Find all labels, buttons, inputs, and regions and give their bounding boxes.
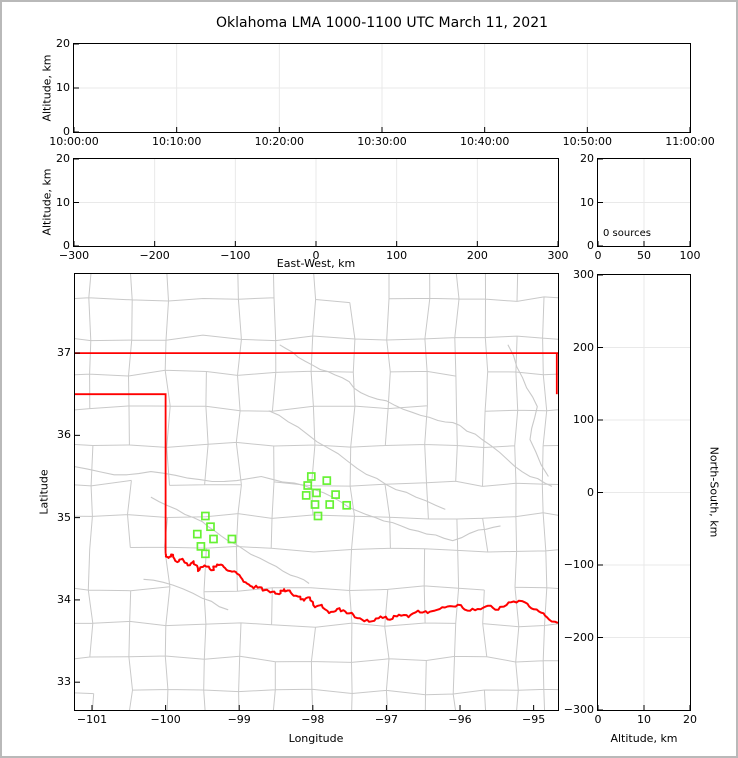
tick-label: 10	[56, 81, 70, 94]
tick-label: 10:40:00	[459, 135, 510, 148]
tick-label: 20	[56, 37, 70, 50]
tick-label: 0	[63, 239, 70, 252]
tick-label: 20	[56, 152, 70, 165]
tick-label: 35	[57, 510, 71, 524]
tick-label: 0	[587, 485, 594, 499]
tick-label: −100	[563, 558, 594, 571]
ns-height-xlabel: Altitude, km	[610, 732, 678, 745]
tick-label: −100	[220, 249, 251, 262]
tick-label: −95	[522, 713, 546, 726]
time-height-panel	[73, 43, 691, 133]
tick-label: 20	[580, 152, 594, 165]
tick-label: 0	[594, 249, 602, 262]
ew-height-panel	[73, 158, 559, 247]
tick-label: 100	[573, 413, 594, 426]
tick-label: −300	[563, 703, 594, 716]
tick-label: 0	[63, 125, 70, 138]
tick-label: −200	[563, 630, 594, 644]
tick-label: −101	[76, 713, 108, 726]
ns-height-panel	[597, 274, 691, 711]
map-xlabel: Longitude	[288, 732, 344, 745]
tick-label: 33	[57, 675, 71, 689]
alt-histogram-panel	[597, 158, 691, 247]
tick-label: 10:30:00	[357, 135, 407, 148]
tick-label: −300	[58, 249, 90, 262]
tick-label: 200	[466, 249, 488, 262]
tick-label: 50	[637, 249, 651, 262]
tick-label: 37	[57, 346, 71, 360]
ew-height-xlabel: East-West, km	[276, 257, 356, 270]
tick-label: 10	[580, 195, 594, 209]
tick-label: 20	[683, 713, 697, 726]
tick-label: −97	[374, 713, 399, 726]
tick-label: 0	[587, 239, 594, 252]
tick-label: 0	[594, 713, 602, 726]
tick-label: −96	[448, 713, 472, 726]
plan-view-map-panel	[74, 273, 559, 711]
tick-label: 300	[547, 249, 569, 262]
tick-label: 10:10:00	[151, 135, 202, 148]
source-count-annotation: 0 sources	[603, 228, 651, 239]
figure-title: Oklahoma LMA 1000-1100 UTC March 11, 202…	[215, 15, 549, 31]
tick-label: 10	[56, 195, 70, 209]
tick-label: 10:00:00	[49, 135, 99, 148]
tick-label: 100	[679, 249, 701, 262]
tick-label: −99	[227, 713, 251, 726]
tick-label: 10:20:00	[254, 135, 305, 148]
tick-label: −100	[150, 713, 181, 726]
map-ylabel: Latitude	[37, 469, 51, 515]
tick-label: 10	[637, 713, 651, 726]
tick-label: 11:00:00	[665, 135, 715, 148]
tick-label: 36	[57, 428, 71, 442]
ns-height-ylabel: North-South, km	[707, 446, 721, 538]
tick-label: 0	[312, 249, 320, 262]
tick-label: 34	[57, 592, 71, 606]
tick-label: 100	[386, 249, 408, 262]
tick-label: 200	[573, 340, 594, 354]
tick-label: 10:50:00	[562, 135, 613, 148]
tick-label: −200	[139, 249, 170, 262]
tick-label: −98	[301, 713, 325, 726]
tick-label: 300	[573, 268, 594, 281]
